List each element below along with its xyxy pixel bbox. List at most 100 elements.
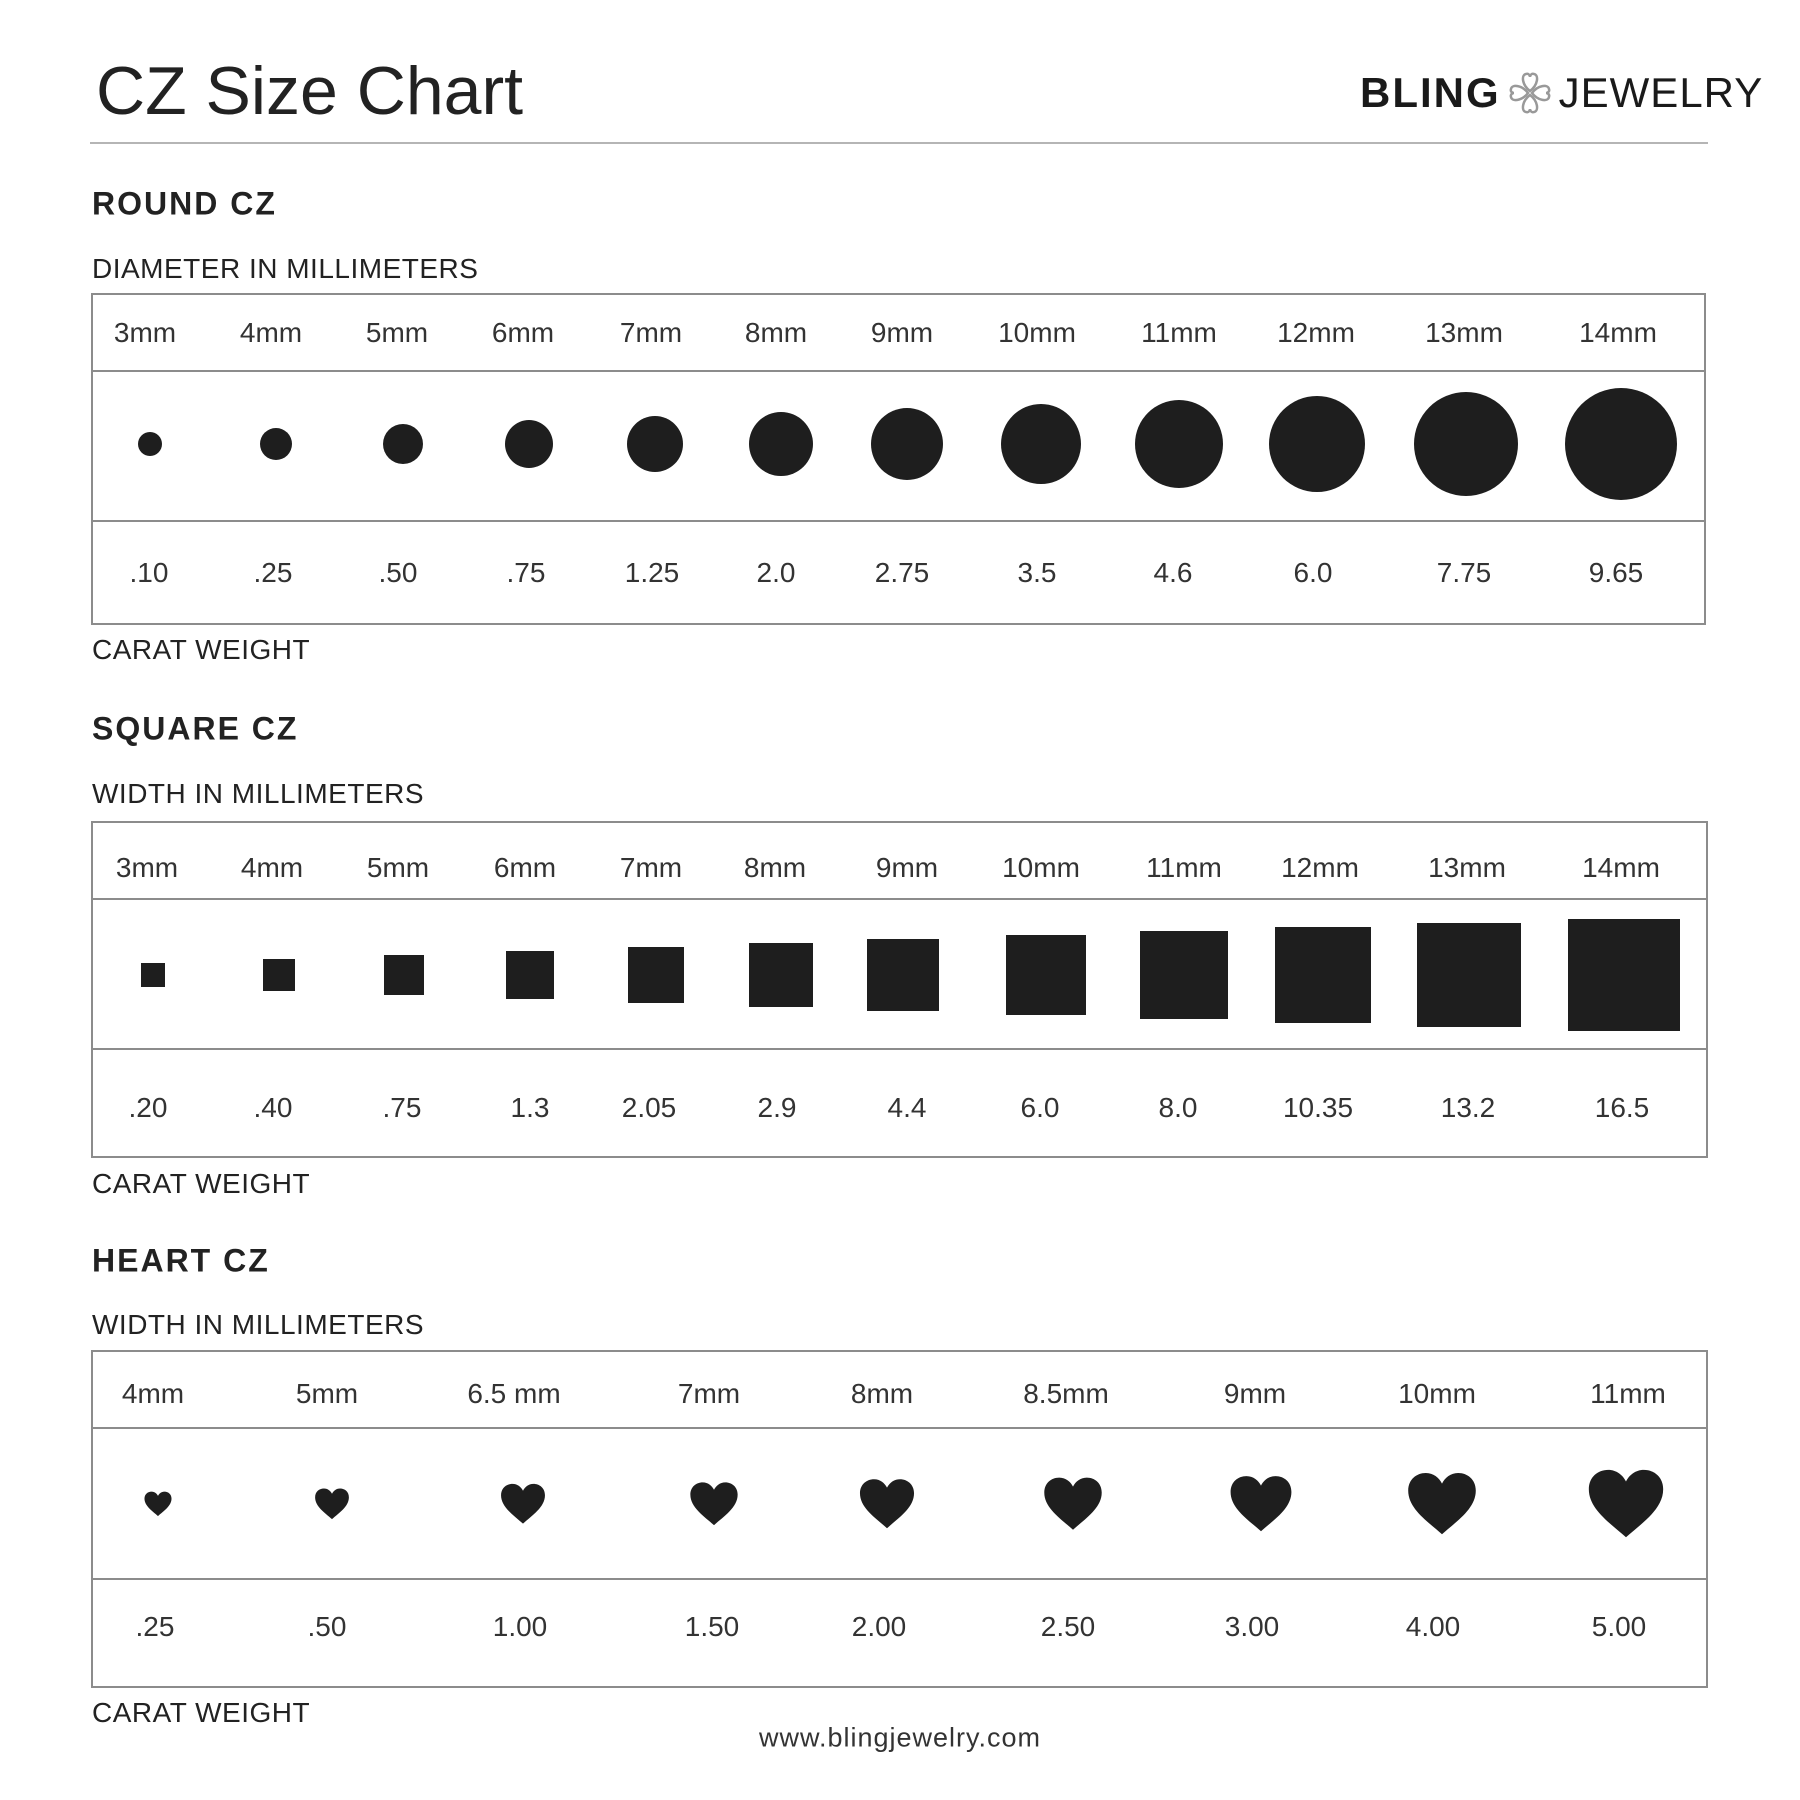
circle-shape [138, 432, 162, 456]
circle-shape [1269, 396, 1365, 492]
header-divider [90, 142, 1708, 144]
size-label: 8mm [850, 1378, 914, 1409]
section-title-heart: HEART CZ [92, 1242, 270, 1279]
carat-weight-value: 2.50 [1040, 1611, 1096, 1642]
carat-weight-value: 7.75 [1436, 557, 1492, 588]
size-label: 9mm [1223, 1378, 1287, 1409]
square-shape [1006, 935, 1086, 1015]
carat-weight-value: 9.65 [1588, 557, 1644, 588]
carat-weight-value: 10.35 [1282, 1092, 1354, 1123]
square-shape [1417, 923, 1521, 1027]
carat-weight-value: .25 [135, 1611, 175, 1642]
carat-weight-value: 1.25 [624, 557, 680, 588]
carat-weight-value: 2.00 [851, 1611, 907, 1642]
square-shape [141, 963, 165, 987]
carat-weight-value: .20 [128, 1092, 168, 1123]
carat-weight-value: 2.75 [874, 557, 930, 588]
size-table-heart [91, 1350, 1708, 1688]
circle-shape [627, 416, 683, 472]
square-shape [506, 951, 554, 999]
size-label: 9mm [870, 317, 934, 348]
size-label: 7mm [677, 1378, 741, 1409]
carat-weight-value: .75 [382, 1092, 422, 1123]
square-shape [384, 955, 424, 995]
size-table-square [91, 821, 1708, 1158]
size-label: 6mm [493, 852, 557, 883]
logo-text-left: BLING [1360, 69, 1501, 116]
square-shape [628, 947, 684, 1003]
brand-logo: BLING JEWELRY [1360, 68, 1763, 118]
square-shape [1140, 931, 1228, 1019]
heart-shape [1408, 1473, 1476, 1535]
carat-weight-value: 3.5 [1017, 557, 1057, 588]
carat-weight-value: 2.9 [757, 1092, 797, 1123]
section-title-round: ROUND CZ [92, 185, 277, 222]
size-label: 7mm [619, 852, 683, 883]
table-row-divider [91, 520, 1706, 522]
size-label: 10mm [1398, 1378, 1476, 1409]
circle-shape [1001, 404, 1081, 484]
size-label: 13mm [1428, 852, 1506, 883]
size-label: 5mm [366, 852, 430, 883]
square-shape [867, 939, 939, 1011]
size-label: 14mm [1579, 317, 1657, 348]
size-label: 13mm [1425, 317, 1503, 348]
website-url: www.blingjewelry.com [758, 1722, 1042, 1753]
carat-weight-value: .75 [506, 557, 546, 588]
size-label: 3mm [113, 317, 177, 348]
carat-weight-value: .40 [253, 1092, 293, 1123]
circle-shape [505, 420, 553, 468]
square-shape [263, 959, 295, 991]
size-label: 8mm [743, 852, 807, 883]
size-label: 5mm [365, 317, 429, 348]
size-label: 4mm [121, 1378, 185, 1409]
table-row-divider [91, 1578, 1708, 1580]
size-label: 8.5mm [1023, 1378, 1109, 1409]
circle-shape [871, 408, 943, 480]
carat-weight-value: 8.0 [1158, 1092, 1198, 1123]
size-label: 3mm [115, 852, 179, 883]
heart-shape [1588, 1469, 1664, 1538]
measure-label-heart: WIDTH IN MILLIMETERS [92, 1309, 425, 1340]
logo-text-right: JEWELRY [1558, 69, 1764, 116]
carat-weight-value: .25 [253, 557, 293, 588]
heart-shape [144, 1491, 172, 1517]
carat-weight-value: 16.5 [1594, 1092, 1650, 1123]
size-label: 12mm [1281, 852, 1359, 883]
carat-weight-label-square: CARAT WEIGHT [92, 1168, 311, 1199]
clover-hearts-icon [1509, 72, 1551, 114]
page-title: CZ Size Chart [96, 53, 523, 129]
size-label: 8mm [744, 317, 808, 348]
carat-weight-value: 6.0 [1293, 557, 1333, 588]
carat-weight-value: 2.0 [756, 557, 796, 588]
carat-weight-value: .10 [129, 557, 169, 588]
size-label: 11mm [1141, 317, 1217, 348]
carat-weight-value: 1.50 [684, 1611, 740, 1642]
square-shape [1275, 927, 1371, 1023]
size-label: 4mm [240, 852, 304, 883]
heart-shape [690, 1482, 738, 1526]
circle-shape [260, 428, 292, 460]
size-label: 11mm [1590, 1378, 1666, 1409]
measure-label-square: WIDTH IN MILLIMETERS [92, 778, 425, 809]
table-row-divider [91, 1048, 1708, 1050]
heart-shape [501, 1483, 545, 1524]
heart-shape [1230, 1476, 1292, 1532]
circle-shape [383, 424, 423, 464]
carat-weight-value: .50 [378, 557, 418, 588]
table-row-divider [91, 370, 1706, 372]
circle-shape [1414, 392, 1518, 496]
carat-weight-value: 4.6 [1153, 557, 1193, 588]
carat-weight-value: 3.00 [1224, 1611, 1280, 1642]
size-label: 4mm [239, 317, 303, 348]
size-label: 6mm [491, 317, 555, 348]
table-row-divider [91, 898, 1708, 900]
square-shape [749, 943, 813, 1007]
heart-shape [859, 1479, 915, 1529]
heart-shape [1044, 1477, 1102, 1530]
size-table-round [91, 293, 1706, 625]
circle-shape [749, 412, 813, 476]
carat-weight-value: 2.05 [621, 1092, 677, 1123]
carat-weight-value: 13.2 [1440, 1092, 1496, 1123]
circle-shape [1565, 388, 1677, 500]
